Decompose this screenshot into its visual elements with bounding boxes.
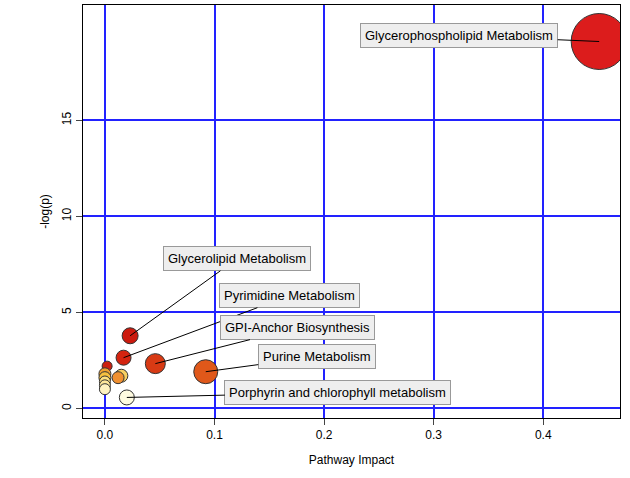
svg-text:Glycerophospholipid Metabolism: Glycerophospholipid Metabolism	[365, 28, 553, 43]
svg-text:15: 15	[60, 111, 74, 125]
svg-text:-log(p): -log(p)	[38, 194, 52, 229]
svg-text:0.2: 0.2	[316, 428, 333, 442]
svg-text:Pyrimidine Metabolism: Pyrimidine Metabolism	[224, 288, 355, 303]
svg-text:Porphyrin and chlorophyll meta: Porphyrin and chlorophyll metabolism	[229, 385, 446, 400]
svg-text:GPI-Anchor Biosynthesis: GPI-Anchor Biosynthesis	[225, 320, 370, 335]
svg-text:5: 5	[60, 307, 74, 314]
svg-text:0.0: 0.0	[97, 428, 114, 442]
svg-text:0.3: 0.3	[425, 428, 442, 442]
svg-text:Pathway Impact: Pathway Impact	[309, 453, 395, 467]
svg-text:0.4: 0.4	[535, 428, 552, 442]
svg-text:Glycerolipid Metabolism: Glycerolipid Metabolism	[168, 251, 306, 266]
svg-text:Purine Metabolism: Purine Metabolism	[263, 349, 371, 364]
svg-text:10: 10	[60, 208, 74, 222]
svg-text:0: 0	[60, 403, 74, 410]
svg-text:0.1: 0.1	[206, 428, 223, 442]
